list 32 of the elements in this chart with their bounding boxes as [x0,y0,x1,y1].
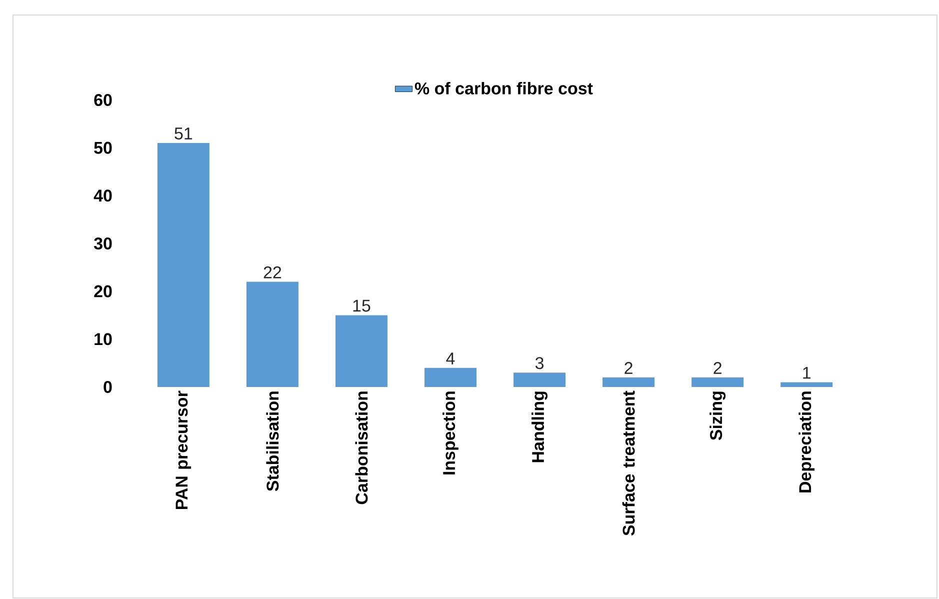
data-label: 51 [174,128,192,140]
bar [514,372,566,387]
legend-label: % of carbon fibre cost [414,82,593,94]
bar [692,377,744,387]
x-tick-label: Carbonisation [355,392,368,504]
y-tick-label: 60 [94,94,112,106]
x-tick-label: Surface treatment [622,390,635,536]
x-tick-label: Depreciation [798,392,815,492]
y-tick-label: 40 [94,190,112,202]
data-label: 2 [624,362,632,374]
y-tick-label: 0 [104,380,112,394]
y-tick-label: 50 [94,142,112,154]
data-label: 4 [446,352,455,364]
y-tick-label: 10 [94,333,112,346]
bar [602,377,655,387]
bar [424,368,476,387]
x-tick-label: PAN precursor [176,390,192,510]
bar [157,143,210,387]
data-label: 22 [264,266,282,278]
data-label: 15 [353,300,370,312]
bar [780,382,833,387]
x-tick-label: Sizing [710,392,726,440]
data-label: 1 [803,366,810,379]
x-tick-label: Handling [532,392,548,462]
x-tick-label: Stabilisation [266,392,279,492]
bar [335,315,388,387]
bar [246,282,298,387]
y-tick-label: 20 [94,285,112,298]
data-label: 2 [714,362,722,374]
x-tick-label: Inspection [442,392,458,474]
data-label: 3 [535,357,544,370]
y-tick-label: 30 [94,237,112,250]
